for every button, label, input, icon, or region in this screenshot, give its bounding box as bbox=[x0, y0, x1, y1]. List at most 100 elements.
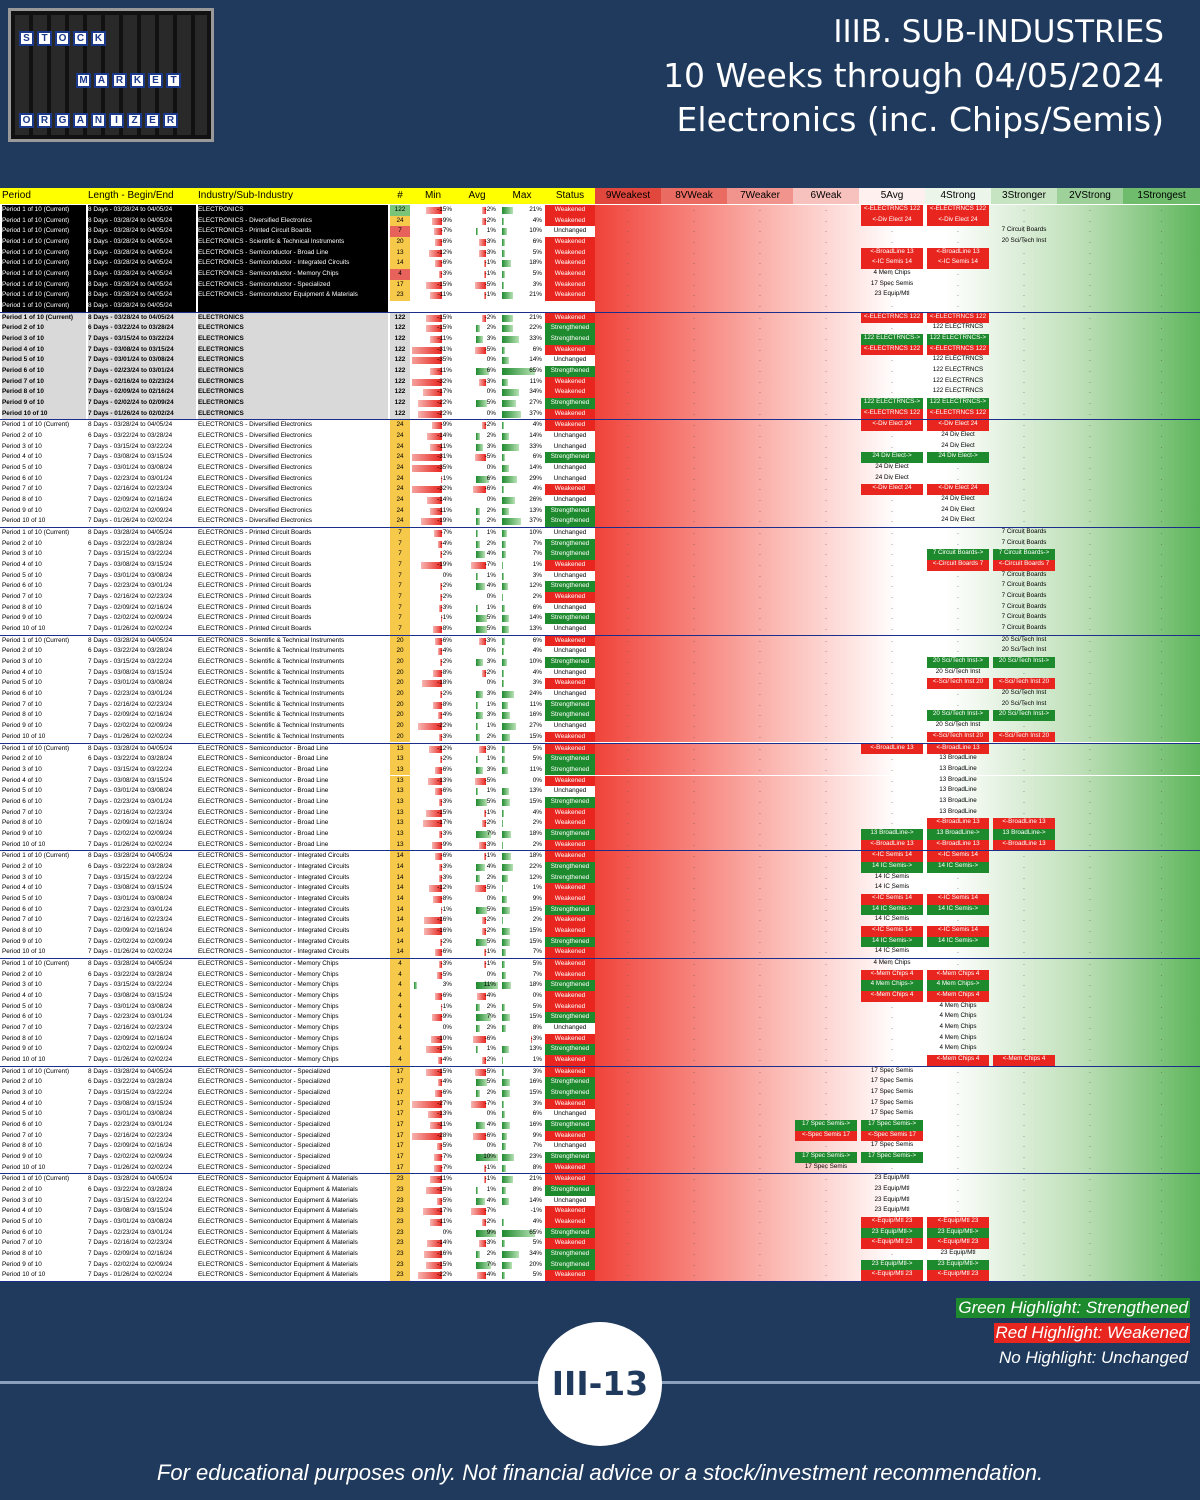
band-dot: . bbox=[759, 571, 761, 579]
table-row: Period 1 of 10 (Current) 8 Days - 03/28/2… bbox=[0, 247, 1200, 259]
table-row: Period 6 of 10 7 Days - 02/23/24 to 03/01… bbox=[0, 796, 1200, 808]
max-value: 13% bbox=[529, 625, 542, 633]
count-cell: 122 bbox=[390, 376, 410, 388]
band-dot: . bbox=[693, 313, 695, 321]
period-cell: Period 7 of 10 bbox=[2, 376, 86, 388]
count-cell: 4 bbox=[390, 1022, 410, 1034]
band-dot: . bbox=[891, 1078, 893, 1086]
band-dot: . bbox=[627, 291, 629, 299]
band-dot: . bbox=[693, 485, 695, 493]
table-row: Period 1 of 10 (Current) 8 Days - 03/28/2… bbox=[0, 958, 1200, 970]
min-value: -7% bbox=[440, 529, 452, 537]
industry-cell: ELECTRONICS - Semiconductor Equipment & … bbox=[198, 1196, 358, 1204]
max-bar bbox=[502, 809, 504, 817]
count-cell: 122 bbox=[390, 355, 410, 367]
length-cell: 8 Days - 03/28/24 to 04/05/24 bbox=[88, 1175, 173, 1183]
logo-letter: R bbox=[163, 113, 178, 128]
max-bar bbox=[502, 410, 521, 418]
band-dot: . bbox=[693, 647, 695, 655]
band-dot: . bbox=[1023, 948, 1025, 956]
status-cell: Weakened bbox=[545, 420, 595, 432]
period-cell: Period 3 of 10 bbox=[2, 442, 42, 450]
strength-label: 23 Equip/Mtl bbox=[874, 1184, 910, 1192]
strength-band-background bbox=[595, 570, 1200, 582]
period-cell: Period 9 of 10 bbox=[2, 1045, 42, 1053]
industry-cell: ELECTRONICS - Printed Circuit Boards bbox=[198, 550, 312, 558]
min-bar bbox=[437, 712, 442, 720]
band-dot: . bbox=[1089, 819, 1091, 827]
max-cell: 16% bbox=[500, 1120, 544, 1131]
avg-value: 5% bbox=[486, 937, 496, 945]
avg-bar bbox=[476, 336, 483, 344]
length-cell: 6 Days - 03/22/24 to 03/28/24 bbox=[88, 432, 173, 440]
strength-label: <-BroadLine 13 bbox=[927, 247, 989, 259]
band-dot: . bbox=[1089, 776, 1091, 784]
min-value: -2% bbox=[440, 593, 452, 601]
status-cell: Weakened bbox=[545, 947, 595, 958]
avg-bar bbox=[476, 1079, 487, 1087]
band-dot: . bbox=[891, 625, 893, 633]
max-value: 14% bbox=[529, 356, 542, 364]
band-dot: . bbox=[825, 808, 827, 816]
min-value: -31% bbox=[437, 345, 452, 353]
band-dot: . bbox=[957, 1045, 959, 1053]
band-dot: . bbox=[1089, 485, 1091, 493]
min-value: -14% bbox=[437, 1239, 452, 1247]
length-cell: 7 Days - 03/01/24 to 03/08/24 bbox=[88, 571, 173, 579]
strength-label: 13 BroadLine-> bbox=[993, 828, 1055, 840]
strength-label: 23 Equip/Mtl-> bbox=[927, 1227, 989, 1239]
max-cell: 15% bbox=[500, 1012, 544, 1023]
avg-value: 3% bbox=[486, 690, 496, 698]
band-dot: . bbox=[825, 647, 827, 655]
strength-label: 23 Equip/Mtl-> bbox=[861, 1259, 923, 1271]
min-value: -15% bbox=[437, 1067, 452, 1075]
band-dot: . bbox=[1023, 259, 1025, 267]
band-dot: . bbox=[1089, 981, 1091, 989]
avg-cell: 11% bbox=[456, 980, 498, 991]
band-dot: . bbox=[1160, 1055, 1163, 1063]
band-dot: . bbox=[759, 388, 761, 396]
band-dot: . bbox=[627, 722, 629, 730]
band-dot: . bbox=[1160, 399, 1163, 407]
min-bar bbox=[425, 207, 442, 214]
band-dot: . bbox=[1160, 1045, 1163, 1053]
group-separator bbox=[0, 311, 1200, 313]
table-row: Period 7 of 10 7 Days - 02/16/24 to 02/23… bbox=[0, 484, 1200, 496]
min-cell: -27% bbox=[412, 1099, 454, 1110]
status-cell: Weakened bbox=[545, 990, 595, 1002]
band-dot: . bbox=[1023, 776, 1025, 784]
min-bar bbox=[435, 637, 442, 645]
strength-label: 17 Spec Semis-> bbox=[861, 1119, 923, 1131]
avg-value: -2% bbox=[484, 668, 496, 676]
min-cell: -15% bbox=[412, 280, 454, 291]
count-cell: 14 bbox=[390, 925, 410, 937]
avg-bar bbox=[476, 1261, 492, 1269]
strength-band-background bbox=[595, 1012, 1200, 1023]
max-cell: 18% bbox=[500, 258, 544, 269]
band-dot: . bbox=[759, 1131, 761, 1139]
avg-cell: -1% bbox=[456, 1174, 498, 1185]
band-dot: . bbox=[891, 529, 893, 537]
avg-value: 1% bbox=[486, 700, 496, 708]
band-dot: . bbox=[1089, 647, 1091, 655]
min-bar bbox=[432, 422, 442, 430]
avg-value: 7% bbox=[486, 829, 496, 837]
group-separator bbox=[0, 419, 1200, 421]
legend: Green Highlight: Strengthened Red Highli… bbox=[956, 1298, 1190, 1373]
max-bar bbox=[502, 1197, 509, 1205]
strength-label: 17 Spec Semis bbox=[870, 1077, 914, 1085]
min-cell: -11% bbox=[412, 290, 454, 301]
max-value: 18% bbox=[529, 981, 542, 989]
min-cell: -6% bbox=[412, 636, 454, 647]
industry-cell: ELECTRONICS - Semiconductor - Specialize… bbox=[198, 1067, 331, 1075]
max-cell: 7% bbox=[500, 1141, 544, 1152]
table-row: Period 7 of 10 7 Days - 02/16/24 to 02/23… bbox=[0, 592, 1200, 603]
band-dot: . bbox=[1089, 1196, 1091, 1204]
count-cell: 20 bbox=[390, 657, 410, 668]
max-bar bbox=[502, 960, 505, 968]
max-cell: 7% bbox=[500, 539, 544, 550]
count-cell: 14 bbox=[390, 851, 410, 862]
avg-cell: -2% bbox=[456, 216, 498, 227]
status-cell: Unchanged bbox=[553, 722, 587, 730]
band-dot: . bbox=[627, 1239, 629, 1247]
